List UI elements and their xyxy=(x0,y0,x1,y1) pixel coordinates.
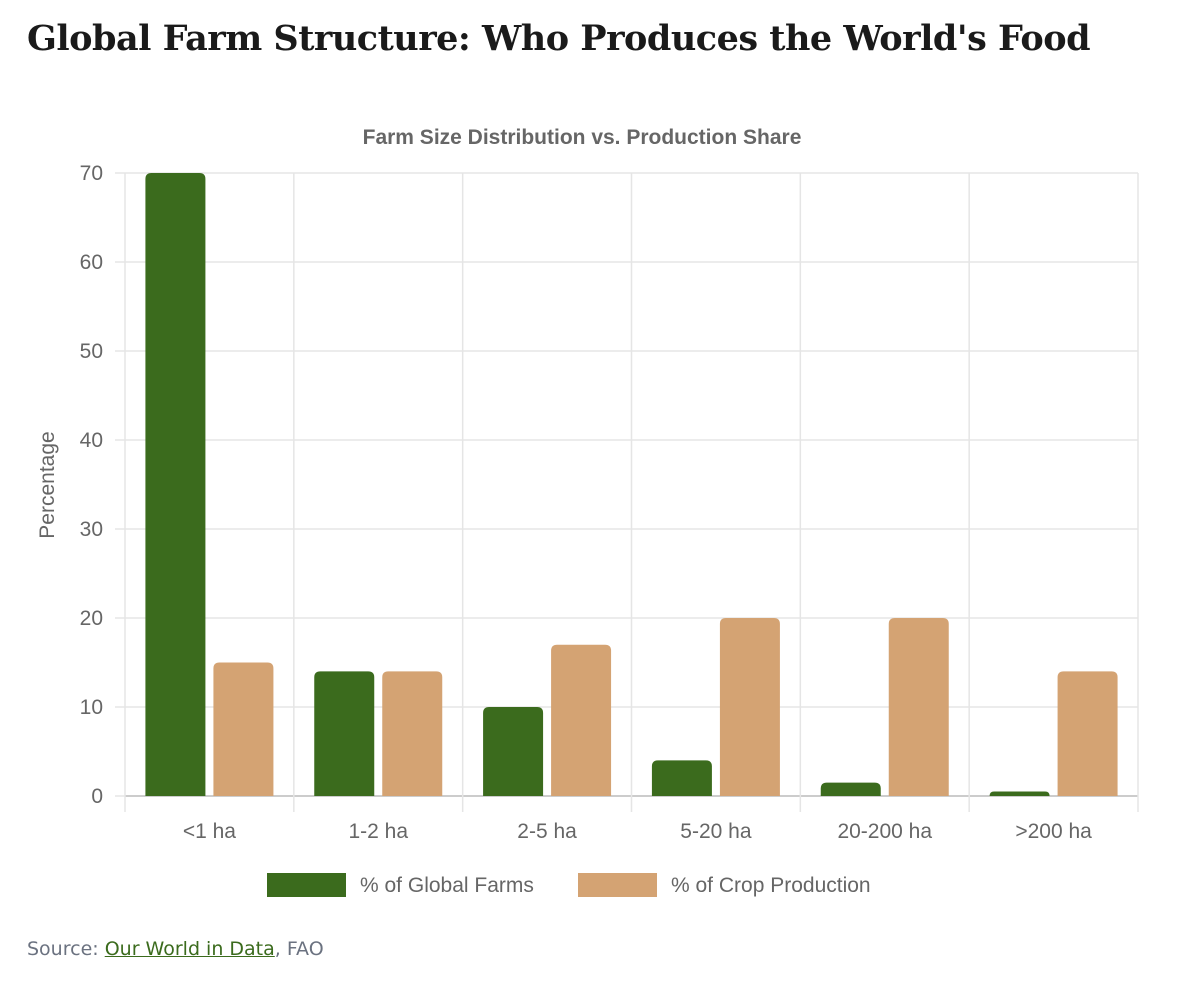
bar-chart: Farm Size Distribution vs. Production Sh… xyxy=(36,126,1139,897)
y-tick-label: 40 xyxy=(80,429,103,452)
x-tick-label: 5-20 ha xyxy=(680,820,752,843)
x-tick-label: 20-200 ha xyxy=(837,820,932,843)
bar-global-farms xyxy=(145,173,206,796)
bar-crop-production xyxy=(1057,671,1118,796)
bar-global-farms xyxy=(820,782,881,796)
legend-label: % of Global Farms xyxy=(360,874,534,897)
chart-title: Farm Size Distribution vs. Production Sh… xyxy=(363,126,802,149)
source-link[interactable]: Our World in Data xyxy=(104,938,275,960)
legend-swatch xyxy=(578,873,657,897)
y-tick-label: 10 xyxy=(80,696,103,719)
bar-global-farms xyxy=(651,760,712,796)
bar-global-farms xyxy=(483,707,544,796)
x-tick-label: 1-2 ha xyxy=(348,820,408,843)
y-tick-label: 70 xyxy=(80,162,103,185)
bar-global-farms xyxy=(314,671,375,796)
y-tick-label: 60 xyxy=(80,251,103,274)
y-tick-label: 50 xyxy=(80,340,103,363)
legend-label: % of Crop Production xyxy=(671,874,871,897)
bar-crop-production xyxy=(382,671,443,796)
y-axis-label: Percentage xyxy=(36,431,59,538)
y-tick-label: 20 xyxy=(80,607,103,630)
legend-swatch xyxy=(267,873,346,897)
y-tick-label: 30 xyxy=(80,518,103,541)
bar-crop-production xyxy=(551,644,612,796)
y-tick-label: 0 xyxy=(91,785,103,808)
bar-crop-production xyxy=(888,618,949,796)
x-tick-label: >200 ha xyxy=(1015,820,1092,843)
bar-global-farms xyxy=(989,791,1050,796)
bar-crop-production xyxy=(213,662,274,796)
source-suffix: , FAO xyxy=(274,938,324,960)
x-tick-label: 2-5 ha xyxy=(517,820,577,843)
bar-crop-production xyxy=(719,618,780,796)
page-title: Global Farm Structure: Who Produces the … xyxy=(27,18,1091,59)
x-tick-label: <1 ha xyxy=(183,820,236,843)
source-line: Source: Our World in Data, FAO xyxy=(27,938,324,960)
source-prefix: Source: xyxy=(27,938,105,960)
